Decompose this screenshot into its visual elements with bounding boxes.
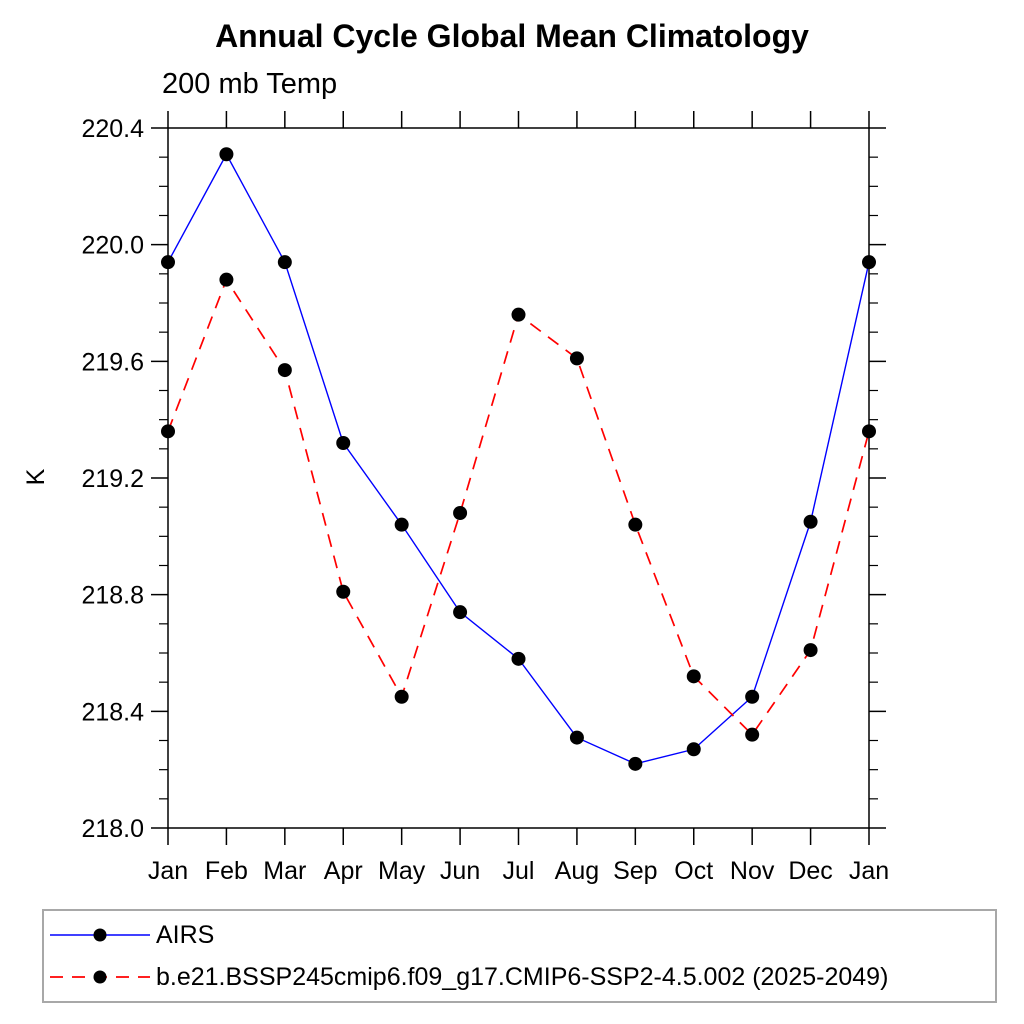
- data-point-model: [277, 363, 292, 378]
- data-point-airs: [628, 756, 643, 771]
- data-point-airs: [862, 255, 876, 270]
- x-tick-label: Oct: [674, 857, 713, 885]
- data-point-airs: [219, 147, 234, 162]
- legend-sample-marker-airs: [93, 928, 107, 942]
- x-tick-label: Jul: [503, 857, 535, 885]
- x-tick-label: Jun: [440, 857, 480, 885]
- x-tick-label: Nov: [730, 857, 775, 885]
- x-tick-label: Aug: [555, 857, 599, 885]
- data-point-model: [569, 351, 584, 366]
- data-point-model: [394, 689, 409, 704]
- legend-item-model: b.e21.BSSP245cmip6.f09_g17.CMIP6-SSP2-4.…: [48, 957, 995, 997]
- data-point-model: [336, 584, 351, 599]
- data-point-airs: [569, 730, 584, 745]
- legend-label-model: b.e21.BSSP245cmip6.f09_g17.CMIP6-SSP2-4.…: [156, 962, 889, 991]
- data-point-airs: [511, 651, 526, 666]
- x-tick-label: Jan: [148, 857, 188, 885]
- data-point-model: [219, 272, 234, 287]
- series-line-airs: [167, 152, 870, 765]
- data-point-model: [511, 307, 526, 322]
- data-point-airs: [745, 689, 760, 704]
- plot-frame: [167, 127, 870, 829]
- x-tick-label: Feb: [205, 857, 248, 885]
- data-point-airs: [336, 436, 351, 450]
- legend-sample-marker-model: [93, 970, 107, 984]
- data-point-airs: [394, 517, 409, 532]
- data-point-model: [453, 506, 468, 520]
- legend-sample-airs-line: [50, 928, 150, 942]
- y-tick-label: 220.0: [81, 232, 144, 260]
- chart-title: Annual Cycle Global Mean Climatology: [215, 18, 809, 54]
- data-point-model: [745, 727, 760, 742]
- x-tick-label: Dec: [788, 857, 832, 885]
- y-tick-label: 219.2: [81, 465, 144, 493]
- y-tick-label: 218.0: [81, 815, 144, 843]
- x-tick-label: May: [378, 857, 426, 885]
- legend-sample-model-line: [50, 970, 150, 984]
- legend-label-airs: AIRS: [156, 920, 215, 949]
- data-point-airs: [161, 255, 175, 270]
- chart-subtitle: 200 mb Temp: [162, 68, 338, 100]
- legend-box: AIRS b.e21.BSSP245cmip6.f09_g17.CMIP6-SS…: [42, 909, 997, 1003]
- series-line-model: [167, 277, 870, 736]
- y-tick-label: 219.6: [81, 348, 144, 376]
- data-point-airs: [453, 605, 468, 620]
- x-tick-label: Apr: [324, 857, 363, 885]
- y-tick-label: 218.4: [81, 698, 144, 726]
- data-point-model: [803, 643, 818, 658]
- data-point-model: [161, 424, 175, 439]
- x-tick-label: Sep: [613, 857, 657, 885]
- data-point-model: [686, 669, 701, 684]
- y-tick-label: 220.4: [81, 115, 144, 143]
- data-point-airs: [803, 514, 818, 529]
- data-point-airs: [277, 255, 292, 270]
- data-point-model: [862, 424, 876, 439]
- data-point-model: [628, 517, 643, 532]
- x-tick-label: Jan: [849, 857, 889, 885]
- legend-item-airs: AIRS: [48, 915, 995, 955]
- x-tick-label: Mar: [263, 857, 306, 885]
- data-point-airs: [686, 742, 701, 757]
- y-tick-label: 218.8: [81, 582, 144, 610]
